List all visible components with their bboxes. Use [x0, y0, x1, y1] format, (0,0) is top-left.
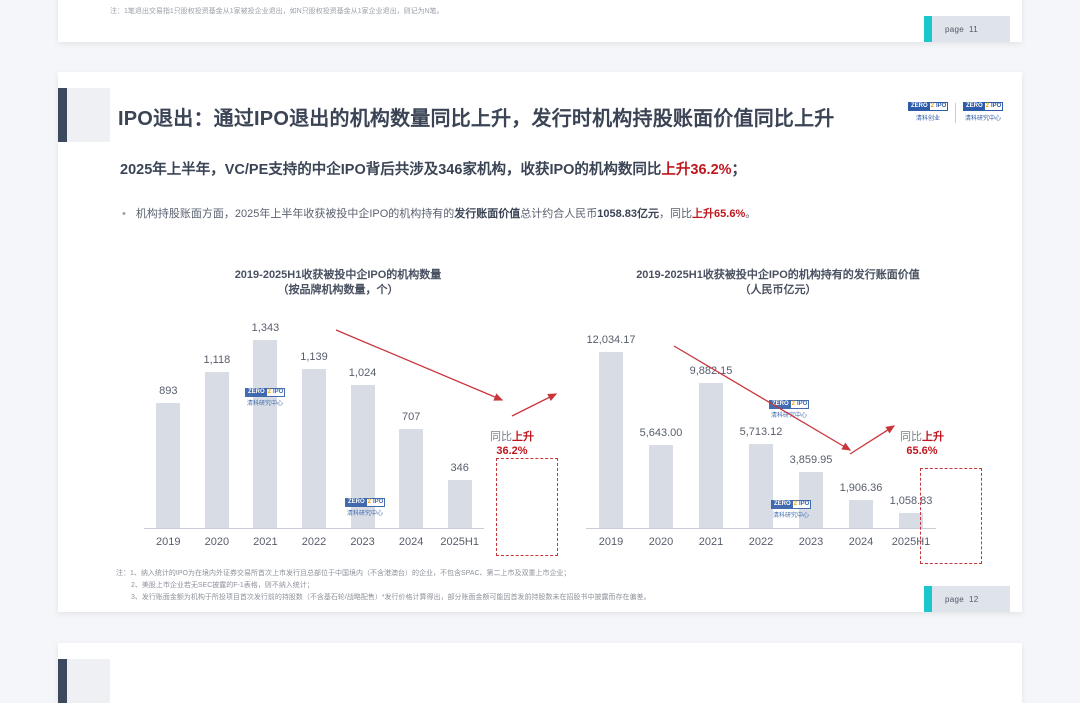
x-axis-label: 2024 [848, 536, 874, 548]
page-label: page [945, 595, 964, 604]
bar-value-label: 9,882.15 [689, 365, 733, 378]
bar-value-label: 1,024 [348, 366, 377, 379]
bar: 12,034.17 [587, 334, 635, 528]
x-axis-label: 2025H1 [440, 536, 479, 548]
logo-qingke-chuangye: ZERO 2 IPO 清科创业 [907, 102, 949, 124]
x-axis-line [144, 528, 484, 529]
bar-value-label: 1,058.83 [889, 494, 933, 507]
plot-area: 12,034.17 2019 5,643.00 2020 9,882.15 2021 5,7… [586, 328, 936, 548]
bar: 893 [156, 385, 181, 528]
x-axis-label: 2022 [748, 536, 774, 548]
key-finding-headline: 2025年上半年，VC/PE支持的中企IPO背后共涉及346家机构，收获IPO的… [120, 162, 747, 178]
page-indicator-accent [924, 16, 932, 42]
bar: 1,118 [203, 354, 230, 528]
bar-value-label: 12,034.17 [586, 334, 636, 346]
logo-divider [955, 103, 956, 123]
watermark-logo: ZERO 2 IPO 清科研究中心 [771, 500, 811, 519]
x-axis-label: 2020 [648, 536, 674, 548]
yoy-annotation: 同比上升 65.6% [900, 431, 944, 457]
x-axis-label: 2022 [301, 536, 327, 548]
chart-institution-count: 2019-2025H1收获被投中企IPO的机构数量 （按品牌机构数量，个） 89… [138, 268, 558, 568]
bar-value-label: 3,859.95 [789, 453, 833, 466]
highlight-box-2025h1 [920, 468, 982, 564]
bar-value-label: 1,343 [251, 322, 280, 334]
yoy-annotation: 同比上升 36.2% [490, 431, 534, 457]
chart-book-value: 2019-2025H1收获被投中企IPO的机构持有的发行账面价值 （人民币亿元）… [578, 268, 982, 568]
bar-value-label: 707 [401, 411, 421, 424]
title-decoration [58, 88, 110, 142]
slide-title: IPO退出：通过IPO退出的机构数量同比上升，发行时机构持股账面价值同比上升 [118, 108, 835, 130]
headline-highlight: 上升36.2% [661, 162, 732, 178]
highlight-box-2025h1 [496, 458, 558, 556]
bar-value-label: 1,118 [203, 353, 231, 366]
bar: 9,882.15 [690, 365, 732, 528]
bar-value-label: 346 [450, 461, 469, 474]
bar: 3,859.95 [790, 454, 832, 528]
x-axis-label: 2020 [204, 536, 230, 548]
page-number: 11 [969, 25, 978, 34]
slide-page-11: 注：1笔退出交易指1只股权投资基金从1家被投企业退出，如N只股权投资基金从1家企… [58, 0, 1022, 42]
bar-value-label: 5,643.00 [639, 427, 683, 440]
bar-value-label: 5,713.12 [739, 426, 783, 439]
watermark-logo: ZERO 2 IPO 清科研究中心 [345, 498, 385, 517]
slide-page-12: IPO退出：通过IPO退出的机构数量同比上升，发行时机构持股账面价值同比上升 Z… [58, 72, 1022, 612]
watermark-logo: ZERO 2 IPO 清科研究中心 [245, 388, 285, 407]
bar: 1,058.83 [890, 495, 932, 528]
bar: 1,906.36 [840, 482, 882, 528]
x-axis-label: 2024 [398, 536, 424, 548]
bar-value-label: 893 [159, 385, 178, 397]
bullet-highlight: 上升65.6% [692, 208, 746, 220]
x-axis-label: 2019 [598, 536, 624, 548]
x-axis-line [586, 528, 936, 529]
bar: 1,343 [252, 322, 279, 528]
bar-value-label: 1,906.36 [839, 482, 883, 495]
bullet-marker: • [122, 208, 126, 220]
bar: 346 [447, 462, 472, 528]
x-axis-label: 2023 [798, 536, 824, 548]
watermark-logo: ZERO 2 IPO 清科研究中心 [769, 400, 809, 419]
brand-logos: ZERO 2 IPO 清科创业 ZERO 2 IPO 清科研究中心 [907, 102, 1004, 124]
bullet-point: • 机构持股账面方面，2025年上半年收获被投中企IPO的机构持有的发行账面价值总… [122, 208, 757, 220]
bar: 1,139 [300, 351, 328, 528]
page-label: page [945, 25, 964, 34]
x-axis-label: 2021 [253, 536, 278, 548]
page-indicator: page 11 [924, 16, 1010, 42]
plot-area: 893 2019 1,118 2020 1,343 2021 1,139 2022 1,024 2… [144, 322, 484, 548]
bar: 5,643.00 [640, 427, 682, 528]
bar: 707 [399, 411, 424, 528]
chart-title: 2019-2025H1收获被投中企IPO的机构持有的发行账面价值 （人民币亿元） [636, 269, 920, 296]
x-axis-label: 2019 [156, 536, 181, 548]
page-indicator: page 12 [924, 586, 1010, 612]
bar-value-label: 1,139 [300, 350, 328, 363]
x-axis-label: 2023 [350, 536, 375, 548]
logo-qingke-research: ZERO 2 IPO 清科研究中心 [963, 102, 1003, 122]
footnotes: 注：1、纳入统计的IPO为在境内外证券交易所首次上市发行且总部位于中国境内（不含… [116, 570, 651, 601]
title-decoration [58, 659, 110, 703]
page-number: 12 [969, 595, 979, 604]
slide-note: 注：1笔退出交易指1只股权投资基金从1家被投企业退出，如N只股权投资基金从1家企… [110, 8, 444, 15]
x-axis-label: 2021 [698, 536, 724, 548]
slide-page-13 [58, 643, 1022, 703]
chart-title: 2019-2025H1收获被投中企IPO的机构数量 （按品牌机构数量，个） [234, 269, 442, 296]
page-indicator-accent [924, 586, 932, 612]
